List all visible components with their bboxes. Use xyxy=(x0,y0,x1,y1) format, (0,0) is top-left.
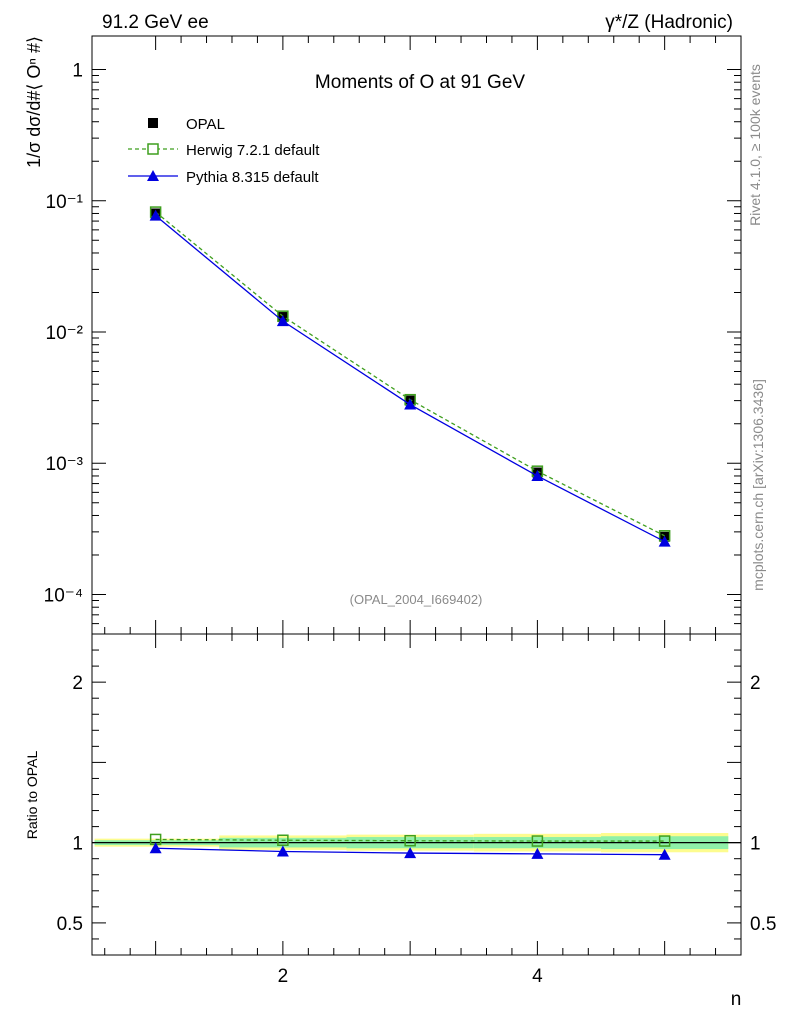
ratio-frame xyxy=(91,633,742,956)
ratio-panel: 2 4 0.5 0.5 1 1 2 2 xyxy=(57,633,776,987)
main-y-tick-label: 1 xyxy=(72,61,83,82)
ratio-y-tick-label-right: 0.5 xyxy=(750,914,776,935)
ratio-herwig-point xyxy=(404,834,416,847)
main-y-tick-label: 10⁻¹ xyxy=(46,192,84,213)
main-y-tick-label: 10⁻² xyxy=(46,323,84,344)
ratio-y-tick-label-left: 2 xyxy=(72,673,83,694)
pythia-point xyxy=(658,535,671,547)
series-line-2 xyxy=(155,215,665,543)
x-axis-label: n xyxy=(731,989,742,1010)
pythia-point xyxy=(276,315,289,327)
plot-title: Moments of O at 91 GeV xyxy=(315,72,525,93)
ratio-pythia-point xyxy=(531,847,544,859)
legend-marker-opal xyxy=(148,118,158,128)
ratio-y-tick-label-left: 1 xyxy=(72,834,83,855)
header-left: 91.2 GeV ee xyxy=(102,12,209,33)
pythia-point xyxy=(531,469,544,481)
mcplots-label: mcplots.cern.ch [arXiv:1306.3436] xyxy=(750,379,766,591)
ratio-herwig-point xyxy=(531,835,544,847)
header-right: γ*/Z (Hadronic) xyxy=(605,12,733,33)
pythia-point xyxy=(404,398,417,410)
x-tick-label: 2 xyxy=(278,966,289,987)
legend: OPAL Herwig 7.2.1 default Pythia 8.315 d… xyxy=(128,116,320,186)
series-line-1 xyxy=(155,211,665,537)
ratio-herwig-point xyxy=(277,834,289,846)
ratio-y-tick-label-left: 0.5 xyxy=(57,914,83,935)
rivet-version-label: Rivet 4.1.0, ≥ 100k events xyxy=(747,64,763,226)
ratio-pythia-point xyxy=(149,842,162,854)
legend-label-pythia: Pythia 8.315 default xyxy=(186,169,319,186)
ratio-pythia-point xyxy=(276,845,289,857)
ratio-pythia-point xyxy=(404,847,417,859)
ratio-herwig-point xyxy=(658,835,671,847)
main-y-tick-label: 10⁻⁴ xyxy=(44,585,83,606)
legend-label-herwig: Herwig 7.2.1 default xyxy=(186,142,320,159)
ratio-pythia-point xyxy=(658,848,671,860)
legend-label-opal: OPAL xyxy=(186,116,225,133)
pythia-point xyxy=(149,209,162,221)
ratio-y-axis-label: Ratio to OPAL xyxy=(24,751,40,840)
plot-annotation: (OPAL_2004_I669402) xyxy=(350,592,483,607)
ratio-y-tick-label-right: 1 xyxy=(750,834,761,855)
main-y-axis-label: 1/σ dσ/d#⟨ Oⁿ #⟩ xyxy=(24,36,44,168)
ratio-y-tick-label-right: 2 xyxy=(750,673,761,694)
ratio-series-line-0 xyxy=(155,838,665,842)
legend-marker-herwig xyxy=(147,143,159,155)
legend-marker-pythia xyxy=(147,170,159,181)
x-tick-label: 4 xyxy=(532,966,543,987)
main-y-tick-label: 10⁻³ xyxy=(46,454,84,475)
main-panel: 1 10⁻¹ 10⁻² 10⁻³ 10⁻⁴ xyxy=(44,35,742,635)
